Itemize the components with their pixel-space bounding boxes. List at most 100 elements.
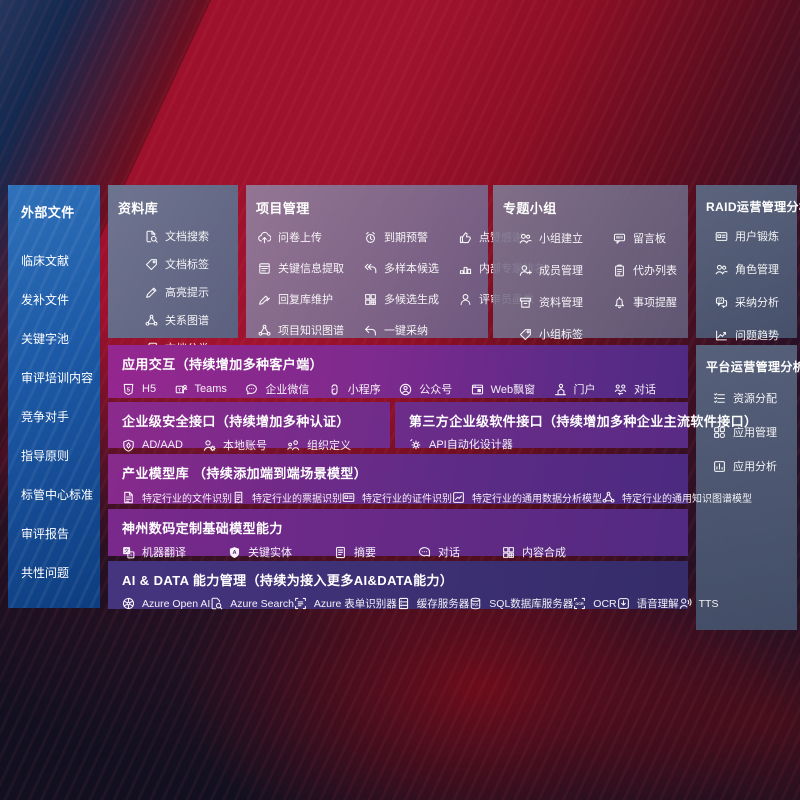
feature-chat-dots[interactable]: 对话: [418, 544, 460, 560]
tag-icon: [519, 328, 532, 341]
feature-label: 语音理解: [636, 598, 679, 610]
feature-highlight-pen[interactable]: 高亮提示: [145, 284, 228, 300]
feature-label: 关键实体: [248, 547, 292, 559]
feature-api-gear[interactable]: API自动化设计器: [409, 436, 513, 452]
feature-alarm-warning[interactable]: 到期预警: [364, 229, 439, 245]
feature-label: 问题趋势: [735, 330, 779, 342]
feature-label: 代办列表: [633, 265, 677, 277]
feature-label: 小组标签: [539, 329, 583, 341]
feature-tag[interactable]: 文档标签: [145, 256, 228, 272]
sidebar-item[interactable]: 共性问题: [21, 566, 70, 580]
library-panel: 资料库 文档搜索文档标签高亮提示关系图谱文档分类: [108, 185, 238, 355]
sidebar-item[interactable]: 审评报告: [21, 527, 70, 541]
feature-reply-arrows[interactable]: 多样本候选: [364, 260, 439, 276]
feature-org-people[interactable]: 组织定义: [287, 437, 351, 453]
feature-knowledge-graph[interactable]: 项目知识图谱: [258, 322, 344, 338]
feature-shield-diamond[interactable]: AD/AAD: [122, 439, 183, 452]
feature-wechat-chat[interactable]: 企业微信: [245, 381, 309, 397]
basemodel-items: 文 A 机器翻译 A 关键实体 摘要 对话 内容合成: [122, 544, 674, 560]
svg-text:文: 文: [124, 547, 129, 554]
feature-speech-arrow[interactable]: 语音理解: [617, 596, 679, 611]
sidebar-item[interactable]: 关键字池: [21, 332, 70, 346]
thumbs-up-icon: [459, 231, 472, 244]
feature-qa-chat[interactable]: QA 采纳分析: [715, 294, 791, 310]
feature-sql-db[interactable]: SQL SQL数据库服务器: [469, 596, 573, 611]
feature-label: 资源分配: [733, 393, 777, 405]
feature-ocr-brackets[interactable]: OCR OCR: [573, 597, 617, 610]
feature-label: 应用分析: [733, 461, 777, 473]
sidebar-item[interactable]: 审评培训内容: [21, 371, 94, 385]
feature-app-chart[interactable]: 应用分析: [713, 458, 791, 474]
feature-doc-extract[interactable]: 关键信息提取: [258, 260, 344, 276]
feature-label: 小组建立: [539, 233, 583, 245]
feature-label: AD/AAD: [142, 439, 183, 451]
feature-todo-clipboard[interactable]: 代办列表: [613, 262, 677, 278]
feature-puzzle-grid[interactable]: 多候选生成: [364, 291, 439, 307]
feature-web-window[interactable]: Web飘窗: [471, 381, 535, 397]
feature-archive-box[interactable]: 资料管理: [519, 294, 583, 310]
feature-label: 用户锻炼: [735, 231, 779, 243]
feature-edit-pen[interactable]: 回复库维护: [258, 291, 344, 307]
feature-label: 门户: [573, 384, 596, 396]
sidebar-item[interactable]: 发补文件: [21, 293, 70, 307]
feature-person-add[interactable]: 成员管理: [519, 262, 583, 278]
html5-icon: 5: [122, 383, 135, 396]
feature-people-group[interactable]: 角色管理: [715, 261, 791, 277]
feature-knowledge-graph[interactable]: 特定行业的通用知识图谱模型: [602, 490, 752, 505]
feature-azure-search[interactable]: Azure Search: [210, 597, 294, 610]
feature-app-grid[interactable]: 应用管理: [713, 424, 791, 440]
feature-teams[interactable]: T Teams: [175, 383, 227, 396]
sidebar-item[interactable]: 标管中心标准: [21, 488, 94, 502]
sidebar-item[interactable]: 指导原则: [21, 449, 70, 463]
feature-id-card[interactable]: 特定行业的证件识别: [342, 490, 452, 505]
feature-task-list[interactable]: 资源分配: [713, 390, 791, 406]
feature-portal-person[interactable]: 门户: [554, 381, 596, 397]
feature-message-board[interactable]: BBS 留言板: [613, 230, 677, 246]
feature-tts-speaker[interactable]: TTS: [679, 597, 719, 610]
feature-doc-file[interactable]: 特定行业的文件识别: [122, 490, 232, 505]
feature-adopt-arrow[interactable]: 一键采纳: [364, 322, 439, 338]
project-management-panel: 项目管理 问卷上传到期预警点赞感谢关键信息提取多样本候选内部专家排名回复库维护多…: [246, 185, 545, 338]
feature-puzzle-grid[interactable]: 内容合成: [502, 544, 566, 560]
panel-title: 外部文件: [21, 205, 75, 220]
feature-cache-server[interactable]: 缓存服务器: [397, 596, 469, 611]
feature-openai[interactable]: Azure Open AI: [122, 597, 210, 610]
feature-trend-chart[interactable]: 问题趋势: [715, 327, 791, 343]
feature-label: 组织定义: [306, 440, 351, 452]
industry-model-row: 产业模型库 （持续添加端到端场景模型） 特定行业的文件识别 特定行业的票据识别 特定…: [108, 454, 752, 505]
feature-knowledge-graph[interactable]: 关系图谱: [145, 312, 228, 328]
feature-label: TTS: [698, 597, 719, 610]
feature-form-brackets[interactable]: Azure 表单识别器: [294, 596, 397, 611]
alarm-warning-icon: [364, 231, 377, 244]
feature-label: 角色管理: [735, 264, 779, 276]
sidebar-item[interactable]: 临床文献: [21, 254, 70, 268]
feature-person-gear[interactable]: 本地账号: [203, 437, 267, 453]
id-card-icon: [342, 491, 355, 504]
doc-file-icon: [122, 491, 135, 504]
feature-dialog-people[interactable]: 对话: [614, 381, 656, 397]
feature-shield-a[interactable]: A 关键实体: [228, 544, 292, 560]
feature-chart-box[interactable]: 特定行业的通用数据分析模型: [452, 490, 602, 505]
feature-id-card[interactable]: 用户锻炼: [715, 228, 791, 244]
feature-bell[interactable]: 事项提醒: [613, 294, 677, 310]
feature-translate[interactable]: 文 A 机器翻译: [122, 544, 186, 560]
feature-html5[interactable]: 5 H5: [122, 383, 156, 396]
feature-miniprogram[interactable]: 小程序: [328, 381, 381, 397]
chart-box-icon: [452, 491, 465, 504]
feature-doc-search[interactable]: 文档搜索: [145, 228, 228, 244]
external-files-panel: 外部文件 临床文献发补文件关键字池审评培训内容 竞争对手指导原则标管中心标准 审评报…: [8, 185, 100, 608]
trend-chart-icon: [715, 329, 728, 342]
sidebar-item[interactable]: 竞争对手: [21, 410, 70, 424]
feature-people-group[interactable]: 小组建立: [519, 230, 583, 246]
feature-label: OCR: [593, 597, 617, 610]
feature-official-account[interactable]: 公众号: [399, 381, 452, 397]
feature-label: 多候选生成: [384, 294, 439, 306]
row-title: 产业模型库 （持续添加端到端场景模型）: [122, 466, 368, 481]
feature-tag[interactable]: 小组标签: [519, 326, 583, 342]
feature-doc-summary[interactable]: 摘要: [334, 544, 376, 560]
feature-cloud-upload[interactable]: 问卷上传: [258, 229, 344, 245]
row-title: AI & DATA 能力管理（持续为接入更多AI&DATA能力）: [122, 573, 454, 588]
library-items: 文档搜索文档标签高亮提示关系图谱文档分类: [118, 228, 228, 356]
feature-receipt[interactable]: 特定行业的票据识别: [232, 490, 342, 505]
